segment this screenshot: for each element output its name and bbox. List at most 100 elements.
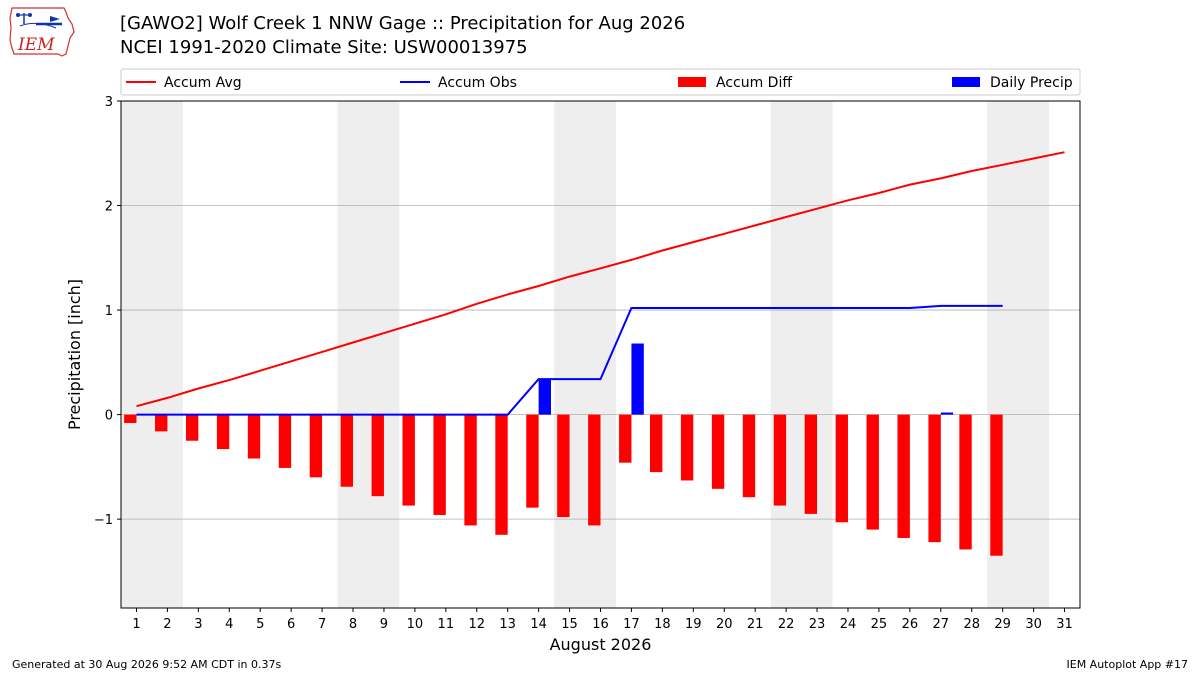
legend-accum-obs-label: Accum Obs <box>438 75 517 91</box>
daily-precip-bar <box>940 412 954 415</box>
accum-diff-bar <box>557 414 570 518</box>
chart-subtitle: NCEI 1991-2020 Climate Site: USW00013975 <box>120 37 528 58</box>
y-tick-label: −1 <box>94 513 113 528</box>
x-tick-label: 15 <box>561 617 578 632</box>
legend-accum-diff: Accum Diff <box>678 75 792 91</box>
y-tick-label: 0 <box>105 409 113 424</box>
accum-diff-bar <box>526 414 539 508</box>
x-tick-label: 22 <box>778 617 795 632</box>
x-tick-label: 8 <box>349 617 357 632</box>
x-tick-label: 16 <box>592 617 609 632</box>
x-tick-label: 3 <box>194 617 202 632</box>
legend-accum-obs: Accum Obs <box>400 75 517 91</box>
x-tick-label: 17 <box>623 617 640 632</box>
accum-diff-bar <box>309 414 323 478</box>
accum-diff-bar <box>278 414 292 468</box>
accum-diff-bar <box>155 414 168 432</box>
x-tick-label: 1 <box>132 617 140 632</box>
accum-diff-bar <box>495 414 508 535</box>
x-tick-label: 13 <box>499 617 516 632</box>
x-tick-label: 27 <box>933 617 950 632</box>
x-tick-label: 24 <box>840 617 857 632</box>
accum-diff-bar <box>340 414 354 487</box>
accum-obs-line <box>136 304 1003 416</box>
app-note: IEM Autoplot App #17 <box>1066 658 1189 671</box>
y-axis-label: Precipitation [inch] <box>65 279 84 430</box>
x-tick-label: 18 <box>654 617 671 632</box>
accum-diff-bar <box>588 414 601 526</box>
x-tick-label: 14 <box>530 617 547 632</box>
x-tick-label: 28 <box>963 617 980 632</box>
daily-precip-bar <box>538 379 552 415</box>
y-tick-label: 3 <box>105 95 113 110</box>
x-tick-label: 4 <box>225 617 233 632</box>
x-tick-label: 5 <box>256 617 264 632</box>
legend-daily-precip-label: Daily Precip <box>990 75 1073 91</box>
iem-logo: IEM <box>9 7 75 57</box>
line-layer <box>136 151 1065 416</box>
x-tick-label: 31 <box>1056 617 1073 632</box>
legend-box <box>120 68 1081 96</box>
accum-avg-line <box>136 151 1065 408</box>
accum-diff-bar <box>959 414 972 550</box>
logo-text: IEM <box>17 35 55 55</box>
x-tick-label: 23 <box>809 617 826 632</box>
x-tick-label: 7 <box>318 617 326 632</box>
x-tick-label: 30 <box>1025 617 1042 632</box>
accum-diff-bar <box>619 414 632 463</box>
accum-diff-bar <box>649 414 663 473</box>
accum-diff-bar <box>990 414 1003 556</box>
accum-diff-bar <box>464 414 477 526</box>
accum-diff-bar <box>247 414 261 459</box>
generated-note: Generated at 30 Aug 2026 9:52 AM CDT in … <box>12 658 282 671</box>
legend: Accum Avg Accum Obs Accum Diff Daily Precip <box>120 68 1081 96</box>
x-tick-label: 26 <box>902 617 919 632</box>
accum-diff-bar <box>742 414 756 498</box>
daily-precip-bar <box>631 343 644 415</box>
legend-accum-diff-label: Accum Diff <box>716 75 792 91</box>
weekend-band <box>121 101 183 608</box>
accum-diff-bar <box>897 414 910 538</box>
iem-iowa-logo-icon <box>9 7 75 57</box>
x-axis-label: August 2026 <box>550 635 652 654</box>
legend-daily-precip-swatch <box>952 77 980 87</box>
legend-accum-diff-swatch <box>678 77 706 87</box>
accum-diff-bar <box>185 414 199 441</box>
accum-diff-bar <box>216 414 230 450</box>
x-tick-label: 25 <box>871 617 888 632</box>
accum-diff-bar <box>433 414 446 515</box>
x-tick-label: 6 <box>287 617 295 632</box>
accum-diff-bar <box>804 414 818 514</box>
accum-diff-bar <box>928 414 941 543</box>
x-tick-label: 20 <box>716 617 733 632</box>
x-tick-label: 12 <box>468 617 485 632</box>
x-tick-label: 10 <box>407 617 424 632</box>
accum-diff-bar <box>866 414 879 530</box>
accum-diff-bar <box>371 414 384 497</box>
x-tick-label: 11 <box>438 617 455 632</box>
x-tick-label: 2 <box>163 617 171 632</box>
x-tick-label: 19 <box>685 617 702 632</box>
accum-diff-bar <box>680 414 694 481</box>
accum-diff-bar <box>711 414 725 489</box>
bar-layer <box>124 343 1003 556</box>
legend-daily-precip: Daily Precip <box>952 75 1073 91</box>
x-tick-label: 21 <box>747 617 764 632</box>
accum-diff-bar <box>835 414 848 523</box>
accum-diff-bar <box>773 414 787 506</box>
weekend-band <box>337 101 400 608</box>
y-tick-label: 1 <box>105 304 113 319</box>
x-tick-label: 9 <box>380 617 388 632</box>
weekend-band <box>770 101 833 608</box>
accum-diff-bar <box>124 414 137 423</box>
y-axis: −1 0 1 2 3 <box>94 95 121 528</box>
weekend-band <box>554 101 616 608</box>
chart-title: [GAWO2] Wolf Creek 1 NNW Gage :: Precipi… <box>120 13 686 34</box>
x-axis: 1 2 3 4 5 6 7 8 9 10 11 12 13 14 15 16 17 18 19 20 21 22 23 24 2… <box>132 608 1073 632</box>
accum-diff-bar <box>402 414 415 506</box>
y-tick-label: 2 <box>105 200 113 215</box>
legend-accum-avg: Accum Avg <box>126 75 242 91</box>
legend-accum-avg-label: Accum Avg <box>164 75 242 91</box>
x-tick-label: 29 <box>994 617 1011 632</box>
